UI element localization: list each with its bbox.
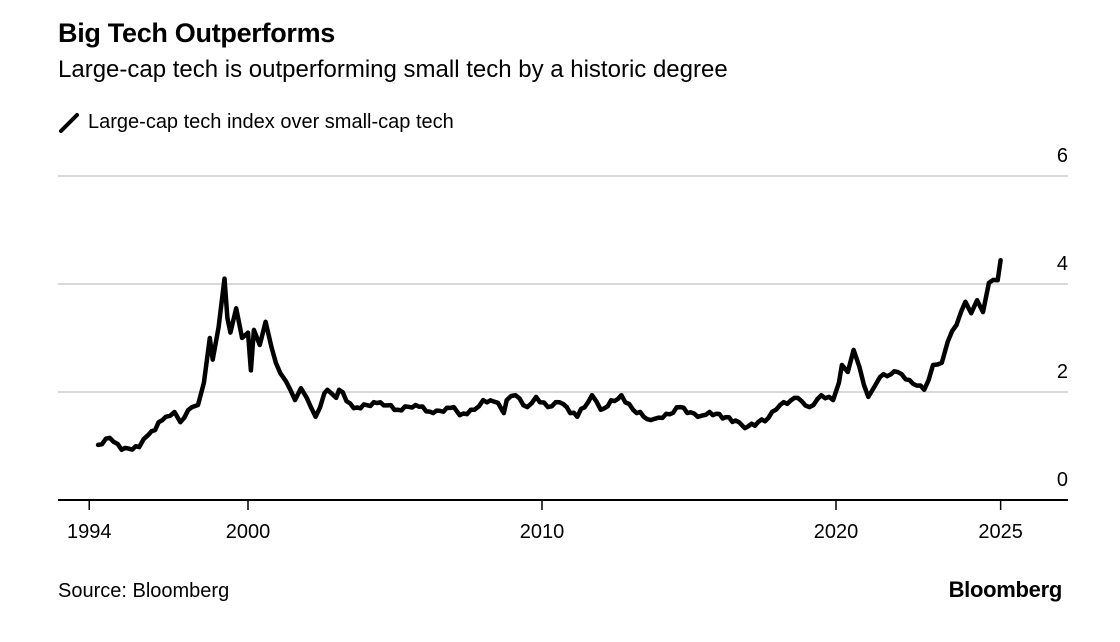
x-tick-label: 2000 xyxy=(226,521,271,543)
legend: Large-cap tech index over small-cap tech xyxy=(58,111,454,134)
series-line xyxy=(95,257,1003,453)
x-tick-label: 2025 xyxy=(978,521,1023,543)
y-tick-label: 2 xyxy=(1057,361,1068,383)
source-note: Source: Bloomberg xyxy=(58,580,230,602)
y-tick-label: 6 xyxy=(1057,145,1068,167)
bloomberg-logo: Bloomberg xyxy=(948,577,1063,602)
legend-line-icon xyxy=(59,112,79,133)
chart-title: Big Tech Outperforms xyxy=(58,18,336,48)
x-tick-label: 2020 xyxy=(814,521,859,543)
chart-subtitle: Large-cap tech is outperforming small te… xyxy=(58,56,728,83)
legend-label: Large-cap tech index over small-cap tech xyxy=(88,111,454,133)
y-tick-label: 0 xyxy=(1057,469,1068,491)
x-tick-label: 2010 xyxy=(520,521,565,543)
y-tick-label: 4 xyxy=(1057,253,1068,275)
x-tick-label: 1994 xyxy=(67,521,112,543)
